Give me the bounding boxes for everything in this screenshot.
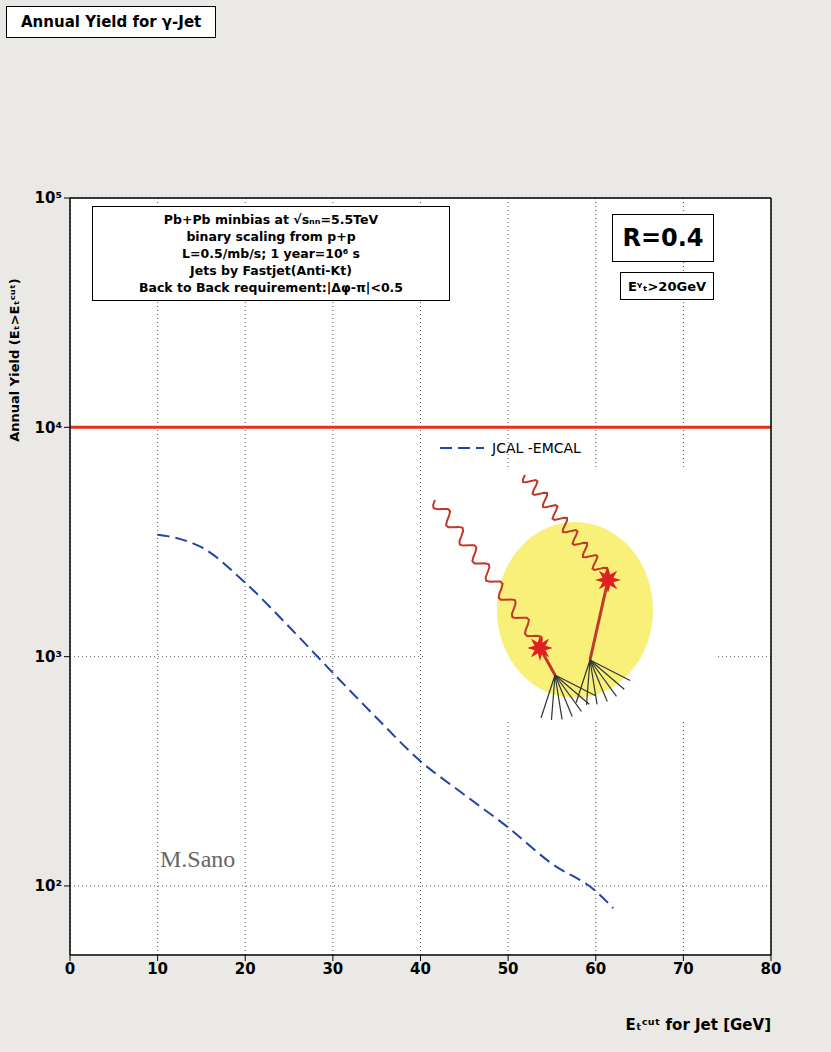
svg-text:40: 40 — [410, 960, 431, 978]
html-text:L=0.5/mb/s; 1 year=10⁶ s: L=0.5/mb/s; 1 year=10⁶ s — [182, 246, 360, 261]
svg-text:60: 60 — [585, 960, 606, 978]
html-text:Back to Back requirement:|Δφ-π: Back to Back requirement:|Δφ-π|<0.5 — [139, 280, 403, 295]
svg-text:10⁵: 10⁵ — [35, 189, 62, 207]
html-text:JCAL -EMCAL: JCAL -EMCAL — [492, 440, 581, 456]
html-text:R=0.4: R=0.4 — [622, 224, 704, 252]
svg-text:80: 80 — [761, 960, 782, 978]
html-text:Eᵞₜ>20GeV: Eᵞₜ>20GeV — [628, 278, 706, 294]
html-text:binary scaling from p+p: binary scaling from p+p — [186, 229, 356, 244]
svg-text:10²: 10² — [35, 877, 62, 895]
svg-text:70: 70 — [673, 960, 694, 978]
svg-text:50: 50 — [498, 960, 519, 978]
html-text:M.Sano: M.Sano — [160, 846, 236, 872]
svg-text:10: 10 — [147, 960, 168, 978]
html-text:Jets by Fastjet(Anti-Kt): Jets by Fastjet(Anti-Kt) — [190, 263, 352, 278]
svg-text:0: 0 — [65, 960, 75, 978]
svg-text:10³: 10³ — [35, 648, 62, 666]
html-text:Pb+Pb minbias at √sₙₙ=5.5TeV: Pb+Pb minbias at √sₙₙ=5.5TeV — [163, 212, 379, 227]
html-text:Annual Yield (Eₜ>Eₜᶜᵘᵗ): Annual Yield (Eₜ>Eₜᶜᵘᵗ) — [6, 278, 22, 442]
html-text:Annual Yield for γ-Jet: Annual Yield for γ-Jet — [21, 13, 202, 31]
svg-text:10⁴: 10⁴ — [35, 419, 62, 437]
svg-text:30: 30 — [322, 960, 343, 978]
html-text:Eₜᶜᵘᵗ for Jet [GeV]: Eₜᶜᵘᵗ for Jet [GeV] — [625, 1016, 771, 1034]
svg-text:20: 20 — [235, 960, 256, 978]
